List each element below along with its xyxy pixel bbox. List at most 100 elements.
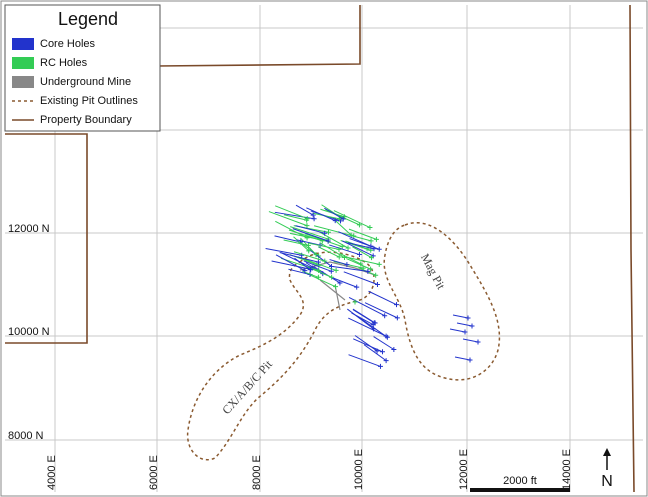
legend-swatch [12, 38, 34, 50]
scale-bar: 2000 ft [470, 475, 570, 492]
collar [322, 258, 328, 264]
mag-pit-outline [383, 222, 501, 381]
drill-trace [304, 233, 343, 248]
collar [467, 357, 473, 363]
collar [328, 268, 334, 274]
drill-trace [343, 271, 378, 285]
collar [333, 267, 339, 273]
easting-label: 4000 E [46, 455, 58, 490]
scale-bar-bar [470, 488, 570, 492]
drill-trace [329, 265, 368, 272]
drill-trace [279, 252, 319, 263]
collar [342, 255, 348, 261]
drill-trace [275, 254, 306, 272]
drill-trace [347, 308, 374, 330]
collar [380, 349, 386, 355]
collar [336, 254, 342, 260]
drill-trace [292, 228, 329, 242]
collar [337, 280, 343, 286]
collar [311, 216, 317, 222]
drill-trace [348, 354, 381, 367]
drill-trace [303, 260, 332, 272]
drill-trace [354, 335, 378, 352]
collar [339, 244, 345, 250]
drill-trace [271, 260, 311, 270]
northing-labels: 12000 N 10000 N 8000 N [8, 223, 50, 442]
drill-trace [348, 317, 387, 337]
collar [315, 259, 321, 265]
collar [475, 339, 481, 345]
drill-trace [339, 253, 361, 265]
drill-trace [329, 244, 360, 256]
easting-label: 10000 E [353, 449, 365, 490]
north-arrow-head [603, 448, 611, 456]
collar [308, 266, 314, 272]
drill-trace [309, 274, 336, 288]
collar [310, 212, 316, 218]
collar [383, 333, 389, 339]
drill-trace [309, 249, 332, 267]
cx-pit-outline [186, 251, 375, 461]
collar [394, 315, 400, 321]
collar [368, 238, 374, 244]
drill-trace [288, 268, 311, 275]
collar [369, 255, 375, 261]
drill-trace [275, 220, 308, 239]
collar [377, 363, 383, 369]
drill-trace [295, 204, 314, 216]
boundary-line [5, 133, 88, 344]
collar [313, 252, 319, 258]
collar [344, 262, 350, 268]
drill-trace [333, 219, 352, 236]
collar [371, 246, 377, 252]
drill-trace [347, 256, 380, 265]
drill-trace [352, 308, 376, 324]
drill-trace [317, 246, 340, 258]
drill-trace [349, 234, 372, 242]
collar [374, 282, 380, 288]
north-arrow: N [601, 448, 613, 490]
northing-label: 8000 N [8, 430, 44, 442]
legend-item: Property Boundary [40, 114, 132, 126]
collar [372, 320, 378, 326]
collar [356, 222, 362, 228]
easting-label: 6000 E [148, 455, 160, 490]
drill-trace [324, 207, 344, 220]
collar [340, 216, 346, 222]
drill-trace [283, 239, 309, 246]
drill-trace [313, 225, 354, 237]
collar [325, 238, 331, 244]
collar [373, 236, 379, 242]
collar [329, 274, 335, 280]
drill-trace [346, 258, 371, 270]
collar [304, 217, 310, 223]
legend-item: Core Holes [40, 38, 96, 50]
collar [469, 323, 475, 329]
drill-trace [290, 226, 329, 240]
drill-trace [347, 242, 375, 250]
drill-trace [306, 207, 336, 222]
drill-trace [268, 211, 308, 227]
collar [305, 242, 311, 248]
easting-labels: 4000 E 6000 E 8000 E 10000 E 12000 E 140… [46, 449, 573, 490]
collar [393, 302, 399, 308]
collar [322, 230, 328, 236]
legend-swatch [12, 76, 34, 88]
collar [391, 347, 397, 353]
collar [367, 225, 373, 231]
drill-trace [353, 338, 383, 353]
legend: Legend Core Holes RC Holes Underground M… [4, 4, 161, 132]
drill-trace [293, 251, 325, 262]
collar [354, 284, 360, 290]
drill-trace [373, 336, 395, 350]
drill-trace [333, 210, 371, 228]
collar [462, 329, 468, 335]
drill-trace [265, 248, 302, 256]
collar [373, 272, 379, 278]
northing-label: 10000 N [8, 326, 50, 338]
collar [345, 245, 351, 251]
collar [465, 315, 471, 321]
collar [306, 248, 312, 254]
legend-swatch [12, 57, 34, 69]
